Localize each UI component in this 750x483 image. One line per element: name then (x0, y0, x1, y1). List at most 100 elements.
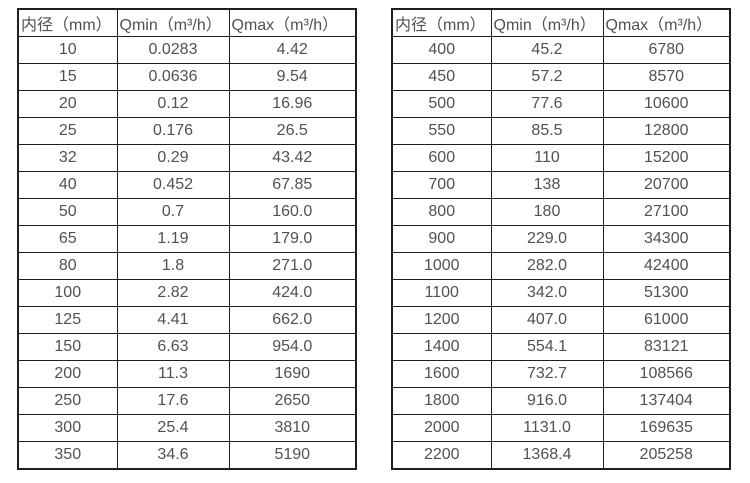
table-row: 20 0.12 16.96 (17, 90, 357, 118)
table-cell: 179.0 (228, 225, 357, 253)
table-cell: 8570 (602, 63, 731, 91)
table-cell: 10 (17, 36, 118, 64)
table-cell: 800 (391, 198, 492, 226)
table-cell: 67.85 (228, 171, 357, 199)
table-row: 2000 1131.0 169635 (391, 414, 731, 442)
table-row: 125 4.41 662.0 (17, 306, 357, 334)
table-cell: 125 (17, 306, 118, 334)
table-cell: 100 (17, 279, 118, 307)
table-cell: 108566 (602, 360, 731, 388)
table-cell: 20 (17, 90, 118, 118)
table-row: 50 0.7 160.0 (17, 198, 357, 226)
table-cell: 80 (17, 252, 118, 280)
table-cell: 5190 (228, 441, 357, 469)
table-cell: 150 (17, 333, 118, 361)
table-cell: 77.6 (490, 90, 604, 118)
table-row: 350 34.6 5190 (17, 441, 357, 469)
table-cell: 200 (17, 360, 118, 388)
column-header: Qmin（m³/h） (116, 8, 230, 37)
table-cell: 662.0 (228, 306, 357, 334)
table-cell: 250 (17, 387, 118, 415)
table-cell: 42400 (602, 252, 731, 280)
table-cell: 12800 (602, 117, 731, 145)
table-cell: 1600 (391, 360, 492, 388)
table-cell: 34.6 (116, 441, 230, 469)
table-cell: 700 (391, 171, 492, 199)
table-cell: 0.29 (116, 144, 230, 172)
table-row: 500 77.6 10600 (391, 90, 731, 118)
table-row: 700 138 20700 (391, 171, 731, 199)
table-cell: 20700 (602, 171, 731, 199)
table-cell: 138 (490, 171, 604, 199)
table-cell: 732.7 (490, 360, 604, 388)
table-cell: 550 (391, 117, 492, 145)
table-cell: 50 (17, 198, 118, 226)
table-row: 800 180 27100 (391, 198, 731, 226)
table-cell: 4.42 (228, 36, 357, 64)
table-cell: 10600 (602, 90, 731, 118)
table-cell: 160.0 (228, 198, 357, 226)
table-row: 40 0.452 67.85 (17, 171, 357, 199)
table-row: 25 0.176 26.5 (17, 117, 357, 145)
table-cell: 1100 (391, 279, 492, 307)
table-row: 400 45.2 6780 (391, 36, 731, 64)
table-row: 10 0.0283 4.42 (17, 36, 357, 64)
table-cell: 2650 (228, 387, 357, 415)
table-row: 1200 407.0 61000 (391, 306, 731, 334)
table-row: 2200 1368.4 205258 (391, 441, 731, 469)
table-cell: 4.41 (116, 306, 230, 334)
table-cell: 16.96 (228, 90, 357, 118)
table-cell: 229.0 (490, 225, 604, 253)
table-cell: 600 (391, 144, 492, 172)
table-cell: 32 (17, 144, 118, 172)
table-row: 200 11.3 1690 (17, 360, 357, 388)
table-row: 450 57.2 8570 (391, 63, 731, 91)
table-row: 150 6.63 954.0 (17, 333, 357, 361)
table-cell: 40 (17, 171, 118, 199)
table-cell: 2000 (391, 414, 492, 442)
table-row: 300 25.4 3810 (17, 414, 357, 442)
table-cell: 110 (490, 144, 604, 172)
table-cell: 11.3 (116, 360, 230, 388)
header-row: 内径（mm） Qmin（m³/h） Qmax（m³/h） (391, 8, 731, 37)
table-cell: 83121 (602, 333, 731, 361)
column-header: 内径（mm） (391, 8, 492, 37)
table-cell: 400 (391, 36, 492, 64)
header-row: 内径（mm） Qmin（m³/h） Qmax（m³/h） (17, 8, 357, 37)
table-cell: 180 (490, 198, 604, 226)
table-cell: 205258 (602, 441, 731, 469)
table-row: 1000 282.0 42400 (391, 252, 731, 280)
table-row: 15 0.0636 9.54 (17, 63, 357, 91)
table-cell: 0.7 (116, 198, 230, 226)
table-row: 1600 732.7 108566 (391, 360, 731, 388)
table-cell: 0.452 (116, 171, 230, 199)
table-cell: 900 (391, 225, 492, 253)
table-cell: 51300 (602, 279, 731, 307)
table-row: 600 110 15200 (391, 144, 731, 172)
table-cell: 57.2 (490, 63, 604, 91)
table-cell: 0.0283 (116, 36, 230, 64)
table-row: 1400 554.1 83121 (391, 333, 731, 361)
table-cell: 1400 (391, 333, 492, 361)
table-cell: 282.0 (490, 252, 604, 280)
table-cell: 43.42 (228, 144, 357, 172)
flow-table-small-diameters: 内径（mm） Qmin（m³/h） Qmax（m³/h） 10 0.0283 4.42 15… (17, 8, 357, 470)
column-header: Qmin（m³/h） (490, 8, 604, 37)
table-cell: 1368.4 (490, 441, 604, 469)
table-cell: 15200 (602, 144, 731, 172)
table-cell: 450 (391, 63, 492, 91)
column-header: Qmax（m³/h） (228, 8, 357, 37)
table-row: 100 2.82 424.0 (17, 279, 357, 307)
column-header: Qmax（m³/h） (602, 8, 731, 37)
table-cell: 554.1 (490, 333, 604, 361)
table-cell: 3810 (228, 414, 357, 442)
table-cell: 169635 (602, 414, 731, 442)
table-row: 550 85.5 12800 (391, 117, 731, 145)
table-cell: 350 (17, 441, 118, 469)
table-row: 1100 342.0 51300 (391, 279, 731, 307)
table-cell: 1.19 (116, 225, 230, 253)
table-cell: 954.0 (228, 333, 357, 361)
table-cell: 0.12 (116, 90, 230, 118)
table-row: 80 1.8 271.0 (17, 252, 357, 280)
